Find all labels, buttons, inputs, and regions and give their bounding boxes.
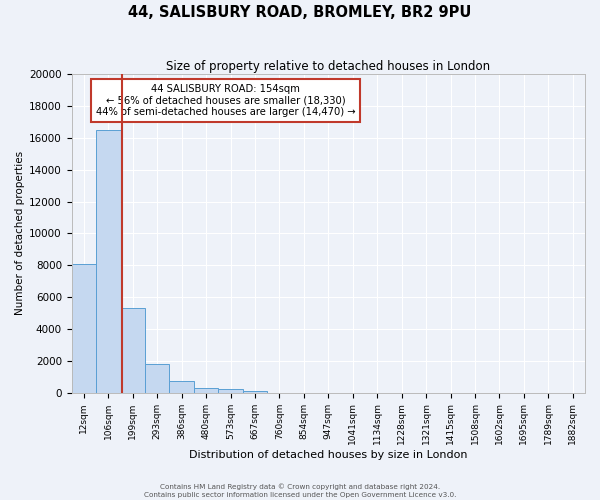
- Text: 44, SALISBURY ROAD, BROMLEY, BR2 9PU: 44, SALISBURY ROAD, BROMLEY, BR2 9PU: [128, 5, 472, 20]
- Bar: [145, 364, 169, 392]
- Bar: [243, 391, 267, 392]
- Bar: [194, 388, 218, 392]
- Bar: [71, 264, 96, 392]
- Y-axis label: Number of detached properties: Number of detached properties: [15, 152, 25, 316]
- Bar: [169, 382, 194, 392]
- Bar: [96, 130, 121, 392]
- Bar: [121, 308, 145, 392]
- Bar: [218, 390, 243, 392]
- Text: 44 SALISBURY ROAD: 154sqm
← 56% of detached houses are smaller (18,330)
44% of s: 44 SALISBURY ROAD: 154sqm ← 56% of detac…: [96, 84, 355, 117]
- Title: Size of property relative to detached houses in London: Size of property relative to detached ho…: [166, 60, 490, 73]
- Text: Contains HM Land Registry data © Crown copyright and database right 2024.
Contai: Contains HM Land Registry data © Crown c…: [144, 484, 456, 498]
- X-axis label: Distribution of detached houses by size in London: Distribution of detached houses by size …: [189, 450, 467, 460]
